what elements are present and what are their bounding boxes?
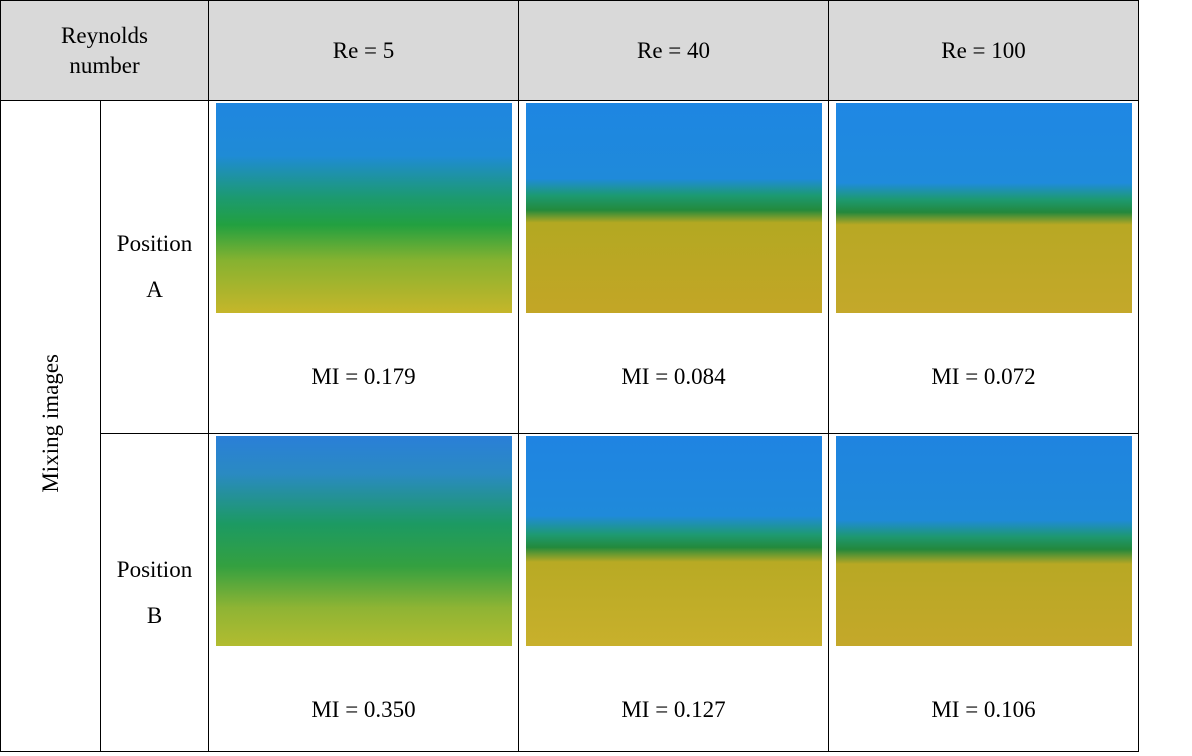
mixing-image: [526, 436, 822, 646]
results-table: Reynolds number Re = 5 Re = 40 Re = 100 …: [0, 0, 1139, 752]
image-cell: MI = 0.106: [829, 434, 1139, 752]
image-cell: MI = 0.084: [519, 101, 829, 434]
image-cell: MI = 0.350: [209, 434, 519, 752]
image-cell: MI = 0.072: [829, 101, 1139, 434]
page: Reynolds number Re = 5 Re = 40 Re = 100 …: [0, 0, 1192, 756]
column-header: Re = 100: [941, 38, 1026, 63]
header-cell: Re = 5: [209, 1, 519, 101]
row-label: Position B: [110, 547, 200, 639]
mixing-image: [216, 103, 512, 313]
column-header: Re = 5: [333, 38, 395, 63]
corner-label: Reynolds number: [45, 21, 165, 81]
caption: MI = 0.084: [519, 347, 828, 407]
mixing-image: [526, 103, 822, 313]
row-label-cell: Position B: [101, 434, 209, 752]
row: Position B MI = 0.350 MI = 0.127 MI = 0.…: [1, 434, 1139, 752]
side-cell: Mixing images: [1, 101, 101, 752]
row-label: Position A: [110, 221, 200, 313]
row: Mixing images Position A MI = 0.179 MI =…: [1, 101, 1139, 434]
header-cell: Re = 100: [829, 1, 1139, 101]
caption: MI = 0.072: [829, 347, 1138, 407]
caption: MI = 0.350: [209, 680, 518, 740]
caption: MI = 0.127: [519, 680, 828, 740]
mixing-image: [836, 436, 1132, 646]
side-label: Mixing images: [38, 354, 64, 493]
mixing-image: [216, 436, 512, 646]
mixing-image: [836, 103, 1132, 313]
caption: MI = 0.179: [209, 347, 518, 407]
image-cell: MI = 0.179: [209, 101, 519, 434]
row-label-cell: Position A: [101, 101, 209, 434]
header-cell: Re = 40: [519, 1, 829, 101]
image-cell: MI = 0.127: [519, 434, 829, 752]
caption: MI = 0.106: [829, 680, 1138, 740]
corner-cell: Reynolds number: [1, 1, 209, 101]
header-row: Reynolds number Re = 5 Re = 40 Re = 100: [1, 1, 1139, 101]
column-header: Re = 40: [637, 38, 710, 63]
